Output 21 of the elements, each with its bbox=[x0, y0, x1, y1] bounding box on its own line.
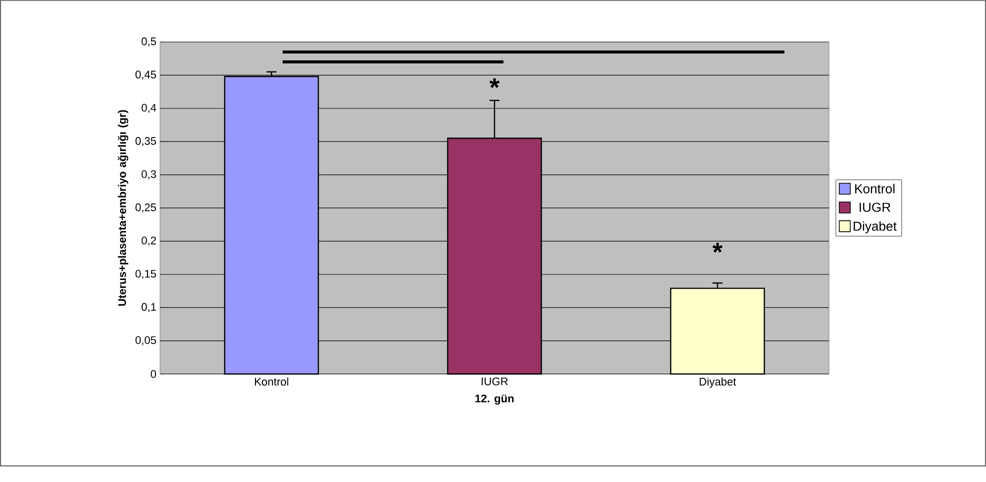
y-axis-title: Uterus+plasenta+embriyo ağırlığı (gr) bbox=[118, 110, 128, 306]
x-tick-label: Diyabet bbox=[700, 378, 736, 388]
y-tick-label: 0,3 bbox=[142, 170, 156, 180]
x-tick-label: IUGR bbox=[482, 378, 508, 386]
legend-label: Diyabet bbox=[854, 221, 897, 234]
annotation: * bbox=[712, 242, 723, 253]
y-tick-label: 0,15 bbox=[136, 270, 156, 279]
x-tick-label: Kontrol bbox=[254, 378, 288, 386]
y-tick-label: 0,4 bbox=[142, 104, 156, 113]
y-tick-label: 0,45 bbox=[136, 70, 156, 80]
y-tick-label: 0,1 bbox=[142, 303, 156, 312]
y-tick-label: 0 bbox=[150, 370, 156, 378]
legend-label: IUGR bbox=[860, 202, 890, 212]
y-tick-label: 0,2 bbox=[142, 236, 156, 246]
annotation: * bbox=[490, 78, 500, 88]
y-tick-label: 0,25 bbox=[136, 203, 156, 213]
y-tick-label: 0,5 bbox=[142, 37, 156, 47]
y-tick-label: 0,35 bbox=[136, 137, 156, 146]
legend-label: Kontrol bbox=[855, 184, 894, 194]
y-tick-label: 0,05 bbox=[136, 336, 156, 346]
x-axis-title: 12. gün bbox=[475, 394, 514, 405]
